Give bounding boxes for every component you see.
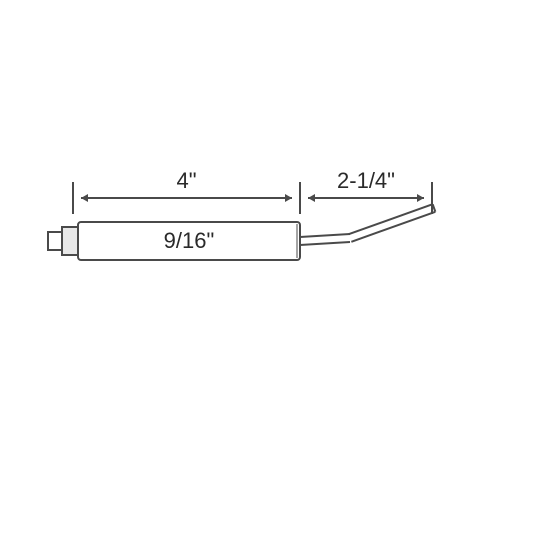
dim-arm-length: 2-1/4" [337, 168, 395, 193]
dim-body-length: 4" [176, 168, 196, 193]
electrode-diagram: 4" 2-1/4" 9/16" [0, 0, 533, 533]
left-connector [48, 227, 78, 255]
dim-body-diameter: 9/16" [164, 228, 215, 253]
bent-arm [300, 204, 435, 245]
